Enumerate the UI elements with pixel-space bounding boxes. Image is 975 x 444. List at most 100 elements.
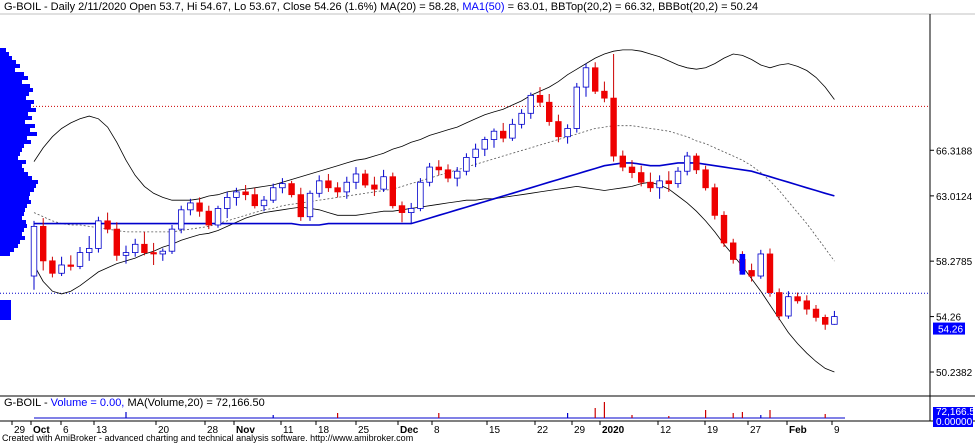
candle [610, 53, 617, 162]
profile-bar [0, 192, 30, 196]
candle-body [269, 187, 277, 201]
candle [398, 201, 406, 223]
candle [177, 205, 185, 234]
candle [233, 187, 240, 206]
profile-bar [0, 160, 26, 164]
candle [785, 291, 792, 319]
candle-body [785, 296, 792, 317]
candle-body [67, 264, 74, 267]
candle-body [233, 191, 240, 198]
date-tick-label: 20 [158, 425, 170, 436]
candle [601, 81, 608, 103]
candle [30, 220, 38, 290]
candle-body [141, 243, 148, 253]
candle-body [306, 192, 314, 218]
candle-body [398, 205, 406, 213]
date-tick-label: Feb [789, 425, 807, 436]
volume-profile [0, 48, 38, 320]
candle-body [656, 180, 663, 189]
candle-body [490, 130, 498, 140]
candle [141, 231, 148, 256]
candle [86, 236, 93, 261]
candle-body [435, 166, 442, 171]
candle-body [426, 166, 433, 183]
profile-bar [0, 148, 22, 152]
candle-body [674, 170, 682, 185]
candle [334, 182, 341, 198]
candle-body [86, 248, 93, 253]
candle [196, 197, 203, 217]
candle-body [509, 123, 516, 139]
date-tick-label: 25 [358, 425, 370, 436]
profile-bar [0, 84, 30, 88]
bbbot-label: BBBot(20,2) = 50.24 [658, 1, 759, 13]
candle [628, 160, 636, 179]
volume-label: Volume = 0.00, [50, 397, 125, 409]
price-tick-label: 66.3188 [936, 146, 973, 157]
date-tick-label: Nov [236, 425, 255, 436]
candle-body [40, 225, 47, 262]
vol-ma-label: MA(Volume,20) [127, 397, 204, 409]
profile-bar [0, 220, 26, 224]
price-tick-label: 54.26 [936, 313, 961, 324]
candle [555, 114, 562, 143]
candle [260, 196, 268, 212]
candle [748, 263, 755, 282]
candle-body [748, 270, 755, 277]
candle-body [693, 155, 700, 171]
last-price-badge-label: 54.26 [938, 325, 963, 336]
candle [205, 205, 212, 230]
date-tick-label: 12 [660, 425, 672, 436]
candle [40, 218, 47, 271]
profile-bar [0, 156, 18, 160]
ma50-label: MA1(50) [462, 1, 505, 13]
candle [131, 238, 139, 257]
profile-bar [0, 68, 15, 72]
profile-bar [0, 96, 26, 100]
price-tick-label: 50.2382 [936, 368, 973, 379]
candle-body [214, 208, 222, 226]
profile-bar [0, 64, 20, 68]
candle-body [472, 148, 479, 158]
candle-body [628, 166, 636, 173]
profile-bar [0, 92, 29, 96]
candle [794, 292, 801, 304]
bb-top-line [33, 49, 835, 201]
profile-bar [0, 244, 18, 248]
candle [343, 176, 350, 199]
profile-bar [0, 116, 32, 120]
candle [573, 82, 580, 133]
candle [711, 183, 718, 220]
candle [499, 122, 507, 143]
profile-bar [0, 140, 31, 144]
candle-body [601, 90, 608, 99]
profile-bar [0, 204, 27, 208]
candle-body [711, 187, 718, 216]
date-tick-label: 15 [489, 425, 501, 436]
candle-body [76, 252, 84, 267]
volume-pane: 72,166.50.00000 [34, 402, 975, 428]
candle [656, 175, 663, 199]
candle [822, 314, 829, 330]
candle [223, 191, 231, 219]
candle-body [592, 67, 599, 92]
period-label: Daily 2/11/2020 [50, 1, 127, 13]
date-tick-label: 13 [96, 425, 108, 436]
profile-bar [0, 72, 24, 76]
candle-body [536, 94, 544, 103]
candles [30, 53, 838, 330]
candle [812, 304, 820, 322]
date-tick-label: 2020 [602, 425, 625, 436]
profile-bar [0, 212, 24, 216]
candle-body [187, 202, 194, 211]
candle-body [223, 197, 231, 209]
date-tick-label: 6 [63, 425, 69, 436]
profile-bar [0, 80, 22, 84]
candle [720, 211, 728, 248]
candle [647, 172, 654, 192]
candle-body [315, 180, 323, 194]
candle-body [555, 121, 562, 138]
candle [380, 169, 387, 192]
date-tick-label: 22 [537, 425, 549, 436]
vol-symbol-label: G-BOIL [4, 397, 41, 409]
